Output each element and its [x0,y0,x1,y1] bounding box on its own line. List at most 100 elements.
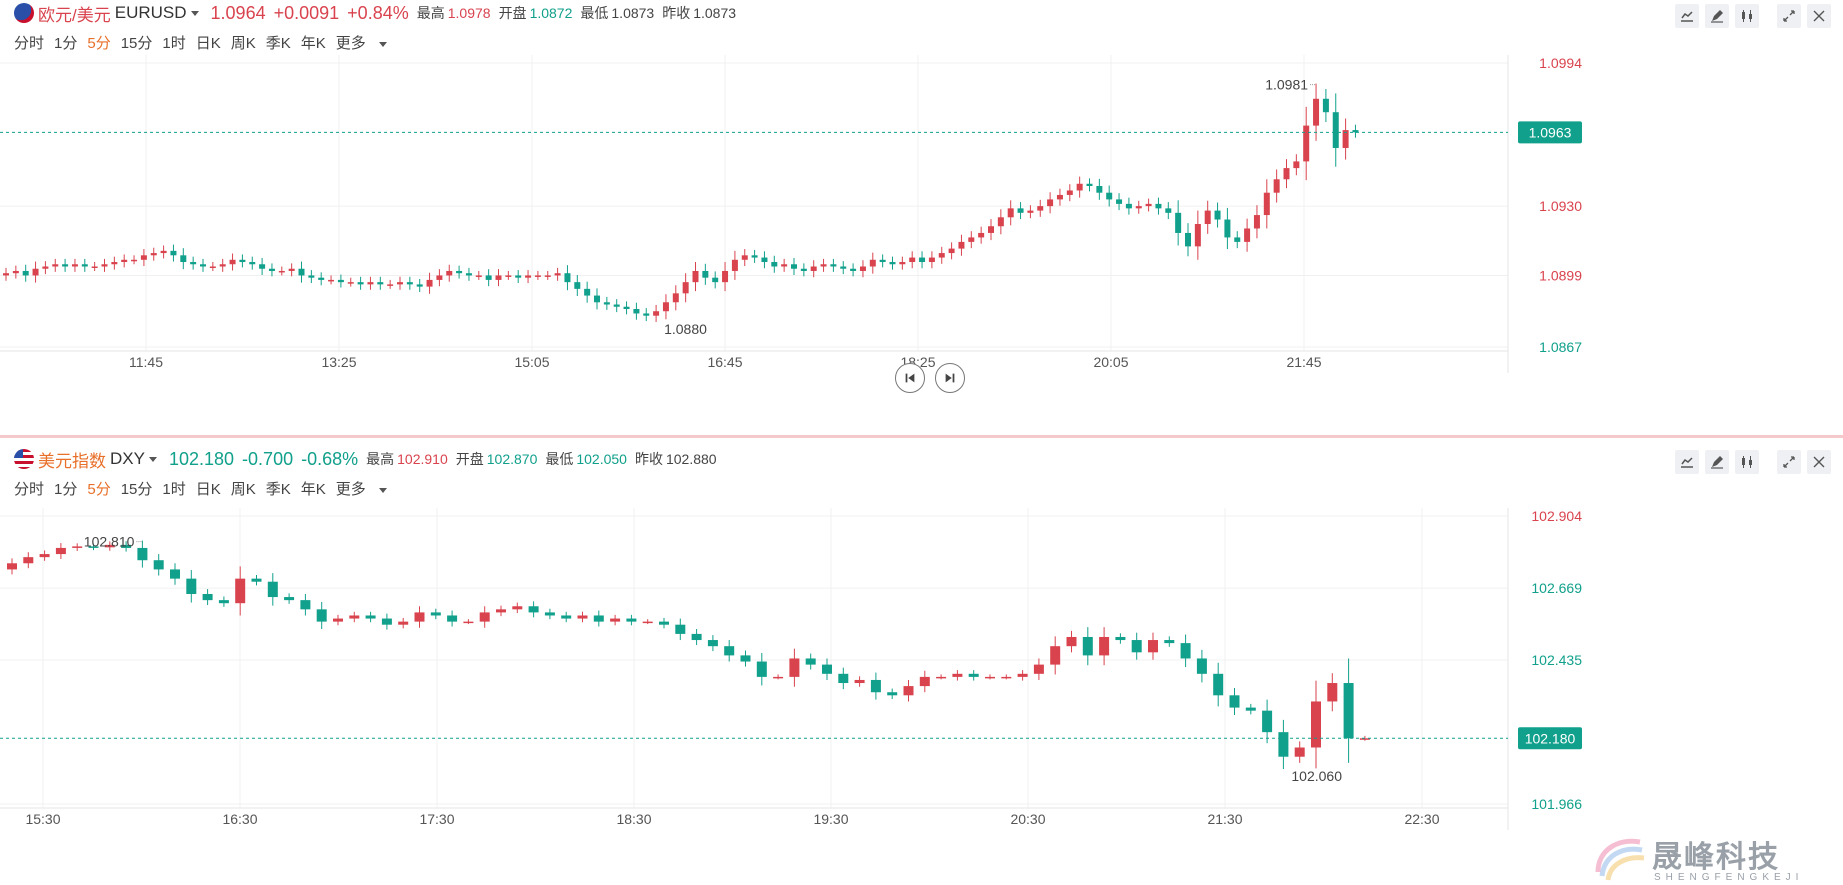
symbol-dropdown-icon[interactable] [190,10,199,16]
period-tab[interactable]: 分时 [14,35,45,52]
prev-close-value: 102.880 [665,451,717,467]
symbol-code[interactable]: DXY [110,449,145,468]
symbol-code[interactable]: EURUSD [114,3,187,22]
symbol-name[interactable]: 欧元/美元 [38,5,111,25]
candle-body [741,255,748,260]
candle-body [1194,224,1201,247]
candle-body [594,295,600,303]
candle-body [584,288,591,296]
candle-body [1017,673,1028,677]
symbol-dropdown-icon[interactable] [148,456,157,462]
candle-body [577,615,588,619]
candle-body [121,544,132,548]
prev-close-value: 1.0873 [693,5,737,21]
candle-body [505,275,512,277]
candle-body [662,302,669,312]
eurusd-candlestick-chart[interactable]: 11:45 13:25 15:05 16:45 18:25 20:05 21:451.099… [0,55,1843,435]
candle-body [978,232,985,238]
dxy-header: 美元指数 DXY 102.180 -0.700 -0.68% 最高 102.91… [0,446,1843,472]
line-chart-button[interactable] [1675,4,1699,28]
candle-body [1278,732,1289,757]
candle-body [603,302,610,305]
candle-body [740,655,751,662]
close-button[interactable] [1807,4,1831,28]
period-tab[interactable]: 季K [265,481,291,498]
candle-body [800,268,807,271]
period-tab[interactable]: 15分 [120,481,153,498]
candle-body [781,264,788,267]
panel-divider[interactable] [0,435,1843,438]
period-tab[interactable]: 分时 [14,481,45,498]
period-tab[interactable]: 日K [195,35,221,52]
candle-body [1145,203,1152,207]
open-value: 1.0872 [529,5,573,21]
period-tab[interactable]: 15分 [120,35,153,52]
close-icon [1813,456,1825,468]
expand-button[interactable] [1777,4,1801,28]
period-tab[interactable]: 周K [230,481,256,498]
watermark-logo: 晟峰科技 SHENGFENGKEJI [1592,832,1842,885]
more-periods[interactable]: 更多 [336,478,397,499]
period-tab[interactable]: 1时 [162,481,186,498]
period-tab[interactable]: 周K [230,35,256,52]
candle-body [219,264,226,267]
candle-body [1224,219,1231,238]
period-tab[interactable]: 1分 [54,35,78,52]
period-tab-active[interactable]: 5分 [87,481,111,498]
candle-body [55,547,66,555]
candle-body [968,673,979,677]
next-icon [945,373,955,383]
candle-body [1359,738,1370,740]
candle-body [316,609,327,622]
candle-body [702,270,709,278]
period-tab[interactable]: 1时 [162,35,186,52]
y-tick-label: 102.435 [1531,652,1582,668]
dxy-candlestick-chart[interactable]: 15:30 16:30 17:30 18:30 19:30 20:30 21:30 22:30… [0,508,1843,885]
candle-body [170,569,180,579]
candle-style-button[interactable] [1735,450,1759,474]
candle-body [805,658,816,665]
draw-button[interactable] [1705,450,1729,474]
candle-body [948,248,955,254]
candle-body [426,279,433,287]
candle-body [1234,237,1241,242]
prev-close-label: 昨收 [662,5,691,21]
draw-button[interactable] [1705,4,1729,28]
period-tab[interactable]: 年K [300,481,326,498]
candle-body [1165,208,1172,213]
y-tick-label: 1.0930 [1539,198,1582,214]
period-tab[interactable]: 日K [195,481,221,498]
more-periods[interactable]: 更多 [336,32,397,53]
candle-body [528,606,539,613]
period-tab-active[interactable]: 5分 [87,35,111,52]
candle-body [1066,636,1077,647]
candle-body [397,282,403,285]
period-tab[interactable]: 1分 [54,481,78,498]
candle-body [938,253,945,258]
min-price-annotation: 102.060 [1291,768,1342,784]
period-tab[interactable]: 季K [265,35,291,52]
line-chart-button[interactable] [1675,450,1699,474]
candle-body [722,270,729,283]
candle-body [328,279,335,282]
scroll-next-button[interactable] [935,363,965,393]
candle-body [968,237,975,242]
candle-body [1066,190,1073,195]
candle-body [235,578,246,604]
candle-body [791,264,797,269]
candle-body [840,266,847,269]
candle-body [278,270,285,273]
candle-body [456,270,463,274]
close-button[interactable] [1807,450,1831,474]
last-price: 102.180 [168,448,235,469]
expand-button[interactable] [1777,450,1801,474]
symbol-name[interactable]: 美元指数 [38,451,106,471]
candle-style-button[interactable] [1735,4,1759,28]
candle-body [1229,695,1240,708]
candle-body [72,546,83,548]
candle-body [475,275,482,277]
period-tab[interactable]: 年K [300,35,326,52]
candle-body [1343,683,1354,739]
scroll-prev-button[interactable] [895,363,925,393]
us-flag-icon [14,449,34,469]
